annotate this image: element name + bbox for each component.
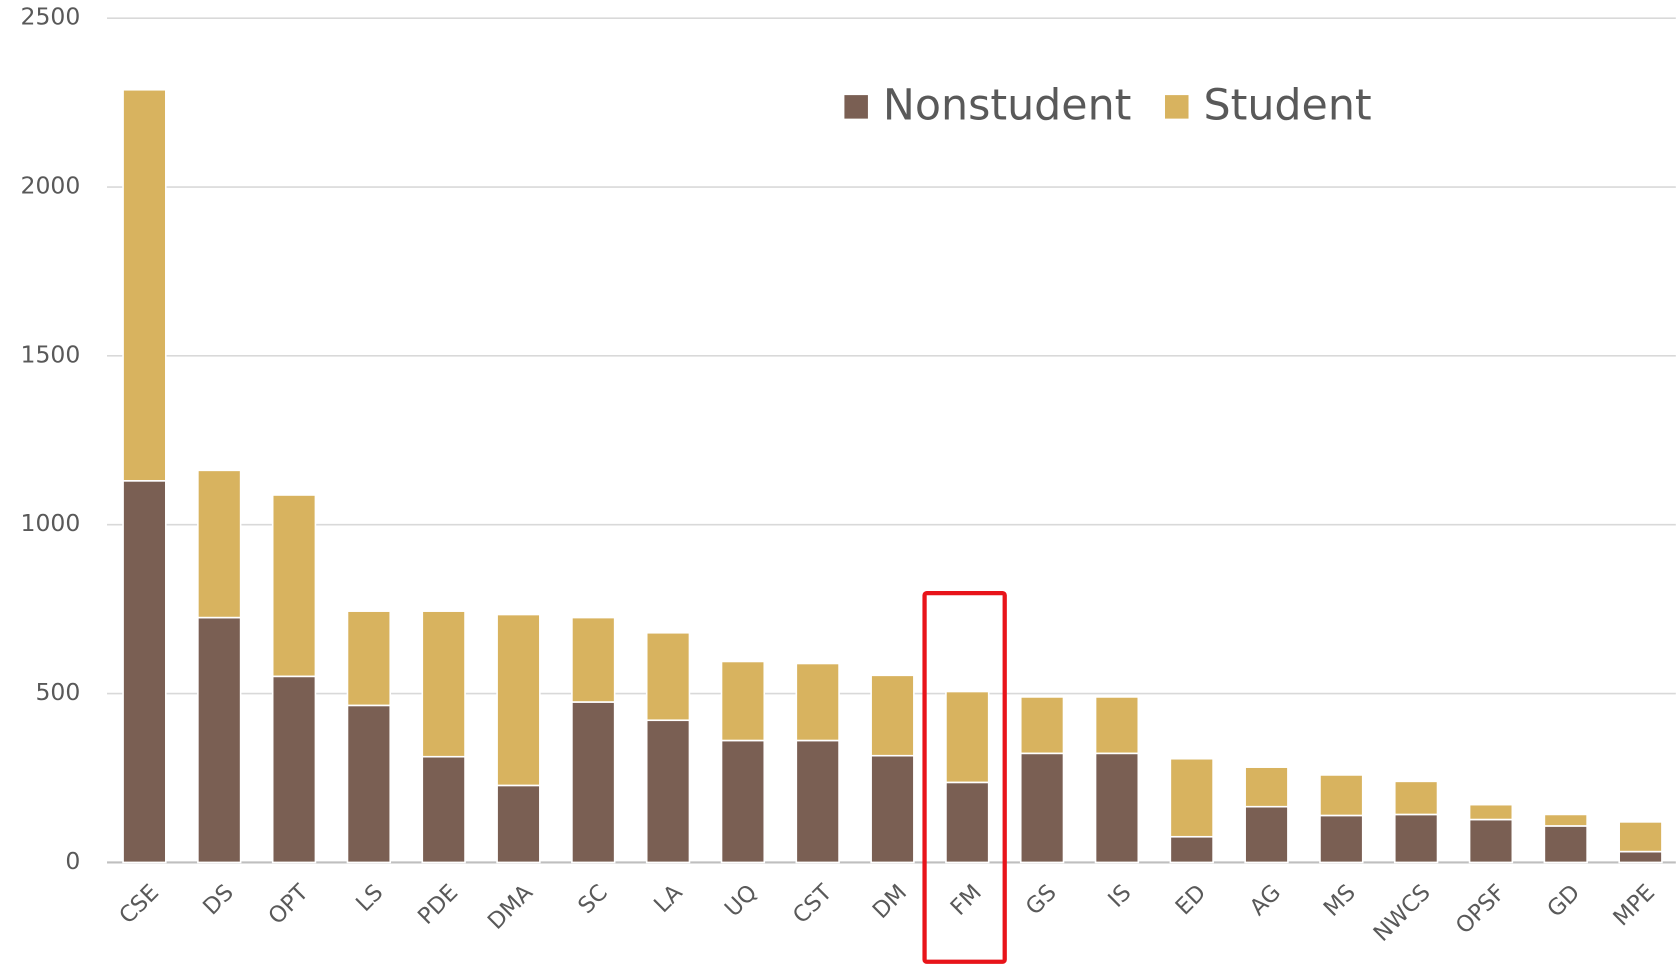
x-tick-label: IS xyxy=(1103,880,1136,913)
bar-segment xyxy=(197,616,242,864)
x-tick-label: AG xyxy=(1245,880,1286,921)
legend-label: Nonstudent xyxy=(883,80,1132,130)
y-tick-label: 0 xyxy=(65,847,80,875)
bar-segment xyxy=(1543,813,1588,827)
highlight-box xyxy=(922,590,1007,964)
bars xyxy=(122,88,1663,864)
x-tick-label: CSE xyxy=(114,880,164,930)
bar-segment xyxy=(645,719,691,864)
x-tick-label: DMA xyxy=(483,879,539,935)
bar-segment xyxy=(271,675,317,864)
bar-segment xyxy=(795,662,840,742)
x-tick-label: ED xyxy=(1171,880,1212,921)
x-tick-label: MS xyxy=(1319,880,1361,922)
y-tick-label: 2000 xyxy=(21,172,81,200)
x-tick-label: NWCS xyxy=(1369,880,1436,947)
bar-segment xyxy=(1543,825,1588,864)
bar-segment xyxy=(421,610,466,758)
bar-segment xyxy=(197,469,242,619)
y-tick-label: 1000 xyxy=(21,509,81,537)
x-tick-label: MPE xyxy=(1608,880,1660,932)
bar-segment xyxy=(346,610,392,707)
x-tick-label: OPSF xyxy=(1451,880,1511,940)
bar-segment xyxy=(496,613,541,787)
bar-segment xyxy=(1019,752,1065,864)
bar-segment xyxy=(122,480,167,864)
bar-segment xyxy=(1468,818,1514,864)
x-tick-label: GS xyxy=(1021,880,1062,921)
bar-segment xyxy=(720,739,766,864)
x-tick-label: SC xyxy=(573,880,613,920)
bar-segment xyxy=(346,704,392,864)
x-tick-label: GD xyxy=(1542,880,1585,923)
bar-segment xyxy=(1019,696,1065,755)
bar-segment xyxy=(122,88,167,482)
bar-segment xyxy=(571,616,616,703)
bar-segment xyxy=(421,755,466,864)
x-tick-label: FM xyxy=(946,880,987,921)
bar-segment xyxy=(271,494,317,678)
x-tick-label: DS xyxy=(198,880,239,921)
bar-segment xyxy=(1244,766,1289,808)
y-tick-label: 500 xyxy=(35,678,80,706)
bar-segment xyxy=(945,781,990,864)
bar-segment xyxy=(1319,774,1364,817)
legend: Nonstudent Student xyxy=(844,80,1372,130)
bar-segment xyxy=(496,784,541,864)
bar-segment xyxy=(720,660,766,742)
x-tick-label: LA xyxy=(649,879,688,918)
bar-segment xyxy=(1393,813,1439,864)
x-tick-label: DM xyxy=(868,880,912,924)
bar-segment xyxy=(1169,757,1214,838)
bar-segment xyxy=(795,739,840,864)
legend-swatch xyxy=(844,95,868,119)
bar-segment xyxy=(1094,696,1140,755)
x-tick-label: UQ xyxy=(720,880,762,922)
x-tick-label: LS xyxy=(351,880,388,917)
bar-segment xyxy=(571,701,616,864)
bar-segment xyxy=(1094,752,1140,864)
bar-segment xyxy=(870,674,915,757)
x-tick-label: CST xyxy=(788,879,837,928)
bar-segment xyxy=(1319,814,1364,864)
bar-segment xyxy=(1468,803,1514,821)
bar-segment xyxy=(1618,850,1663,864)
bar-segment xyxy=(945,690,990,784)
legend-label: Student xyxy=(1203,80,1371,130)
x-tick-label: PDE xyxy=(413,880,463,930)
y-tick-label: 1500 xyxy=(21,340,81,368)
bar-segment xyxy=(1393,780,1439,816)
bar-segment xyxy=(645,631,691,722)
legend-swatch xyxy=(1165,95,1189,119)
bar-segment xyxy=(1169,835,1214,864)
bar-segment xyxy=(870,754,915,864)
x-tick-label: OPT xyxy=(263,879,313,929)
bar-segment xyxy=(1244,805,1289,864)
y-tick-label: 2500 xyxy=(21,3,81,31)
bar-segment xyxy=(1618,821,1663,853)
